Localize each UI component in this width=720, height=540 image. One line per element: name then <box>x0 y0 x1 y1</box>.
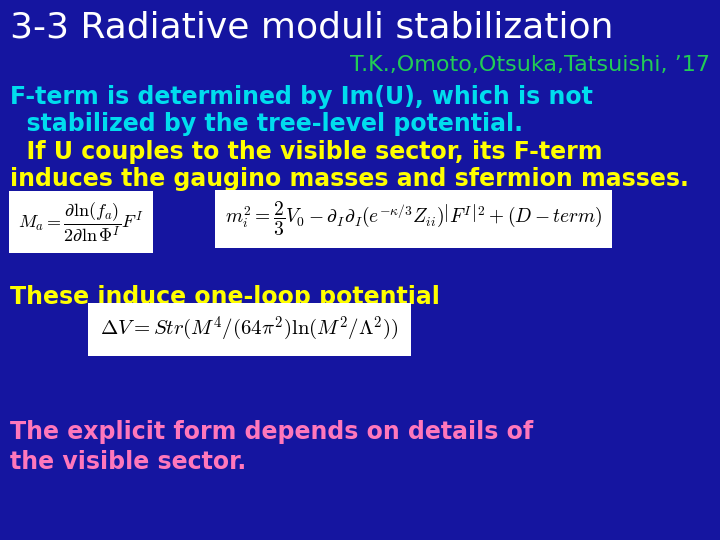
Text: induces the gaugino masses and sfermion masses.: induces the gaugino masses and sfermion … <box>10 167 689 191</box>
Text: $M_a = \dfrac{\partial \ln(f_a)}{2\partial \ln \Phi^I} F^I$: $M_a = \dfrac{\partial \ln(f_a)}{2\parti… <box>18 200 143 244</box>
Text: 3-3 Radiative moduli stabilization: 3-3 Radiative moduli stabilization <box>10 10 613 44</box>
Text: stabilized by the tree-level potential.: stabilized by the tree-level potential. <box>10 112 523 136</box>
Text: If U couples to the visible sector, its F-term: If U couples to the visible sector, its … <box>10 140 603 164</box>
Text: the visible sector.: the visible sector. <box>10 450 246 474</box>
Text: T.K.,Omoto,Otsuka,Tatsuishi, ’17: T.K.,Omoto,Otsuka,Tatsuishi, ’17 <box>350 55 710 75</box>
Text: $\Delta V = Str(M^4/(64\pi^2)\ln(M^2/\Lambda^2))$: $\Delta V = Str(M^4/(64\pi^2)\ln(M^2/\La… <box>100 315 398 343</box>
Text: $m_i^2 = \dfrac{2}{3}V_0 - \partial_I\partial_I(e^{-\kappa/3}Z_{ii})\left|F^I\ri: $m_i^2 = \dfrac{2}{3}V_0 - \partial_I\pa… <box>225 200 603 238</box>
Text: F-term is determined by Im(U), which is not: F-term is determined by Im(U), which is … <box>10 85 593 109</box>
Text: The explicit form depends on details of: The explicit form depends on details of <box>10 420 534 444</box>
Text: These induce one-loop potential: These induce one-loop potential <box>10 285 440 309</box>
